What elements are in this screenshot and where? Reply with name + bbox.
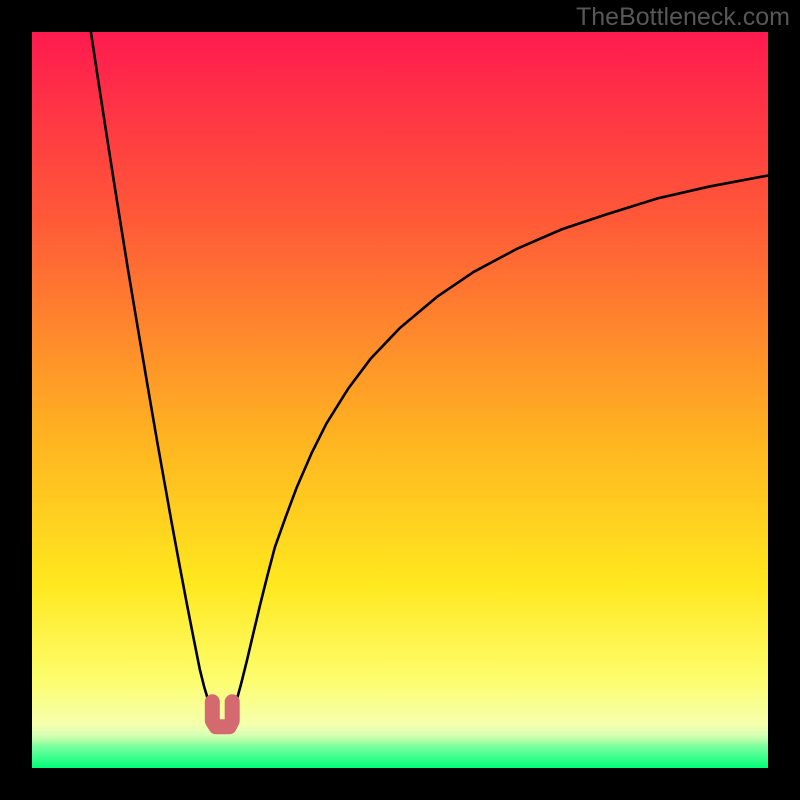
curve-right-branch [232,176,768,711]
bottleneck-curve-chart [32,32,768,768]
plot-gradient-background [32,32,768,768]
chart-frame: TheBottleneck.com [0,0,800,800]
curve-left-branch [91,32,212,711]
watermark-label: TheBottleneck.com [576,3,790,32]
u-shaped-dip-marker [212,702,232,727]
